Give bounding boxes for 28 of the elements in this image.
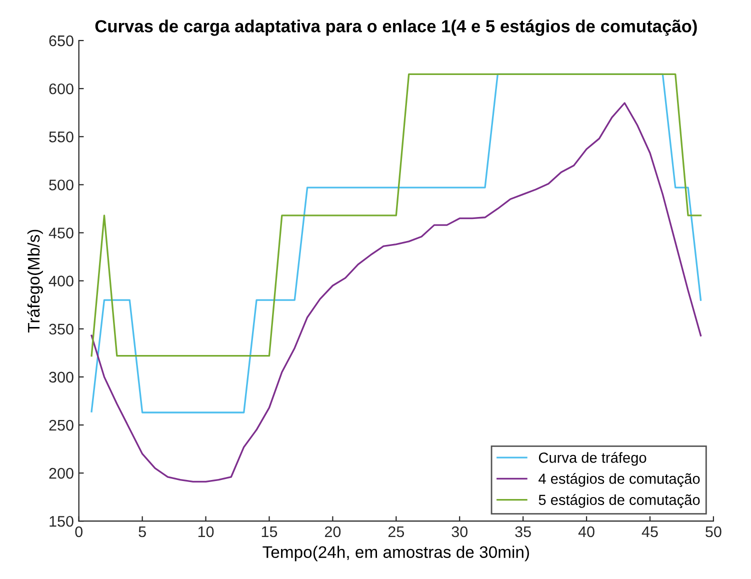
- x-tick-label: 5: [138, 526, 146, 538]
- x-tick-label: 25: [388, 526, 404, 538]
- y-tick-label: 200: [49, 468, 74, 479]
- legend-label: Curva de tráfego: [538, 452, 646, 466]
- x-tick-label: 35: [515, 526, 531, 538]
- y-tick-label: 450: [48, 228, 74, 238]
- x-tick-label: 15: [262, 526, 278, 538]
- x-tick-label: 50: [706, 526, 722, 538]
- legend-label: 4 estágios de comutação: [538, 473, 700, 487]
- y-tick-label: 650: [49, 35, 74, 46]
- x-tick-label: 0: [75, 526, 83, 538]
- y-tick-label: 400: [48, 276, 74, 286]
- x-tick-label: 40: [578, 526, 594, 538]
- y-tick-label: 250: [49, 420, 74, 431]
- y-axis-title: Tráfego(Mb/s): [27, 230, 43, 332]
- x-tick-label: 45: [642, 526, 658, 538]
- y-tick-label: 600: [49, 83, 74, 94]
- y-tick-label: 550: [49, 132, 74, 142]
- y-tick-label: 150: [50, 516, 74, 527]
- x-tick-label: 10: [198, 526, 214, 538]
- y-tick-label: 500: [49, 180, 74, 190]
- x-axis-title: Tempo(24h, em amostras de 30min): [262, 546, 529, 562]
- x-tick-label: 30: [452, 526, 468, 538]
- y-tick-label: 350: [49, 324, 74, 335]
- x-tick-label: 20: [324, 526, 341, 538]
- chart-title: Curvas de carga adaptativa para o enlace 1(4 e 5 estágios de comutação): [95, 19, 697, 36]
- legend-label: 5 estágios de comutação: [538, 494, 700, 508]
- y-tick-label: 300: [49, 372, 74, 383]
